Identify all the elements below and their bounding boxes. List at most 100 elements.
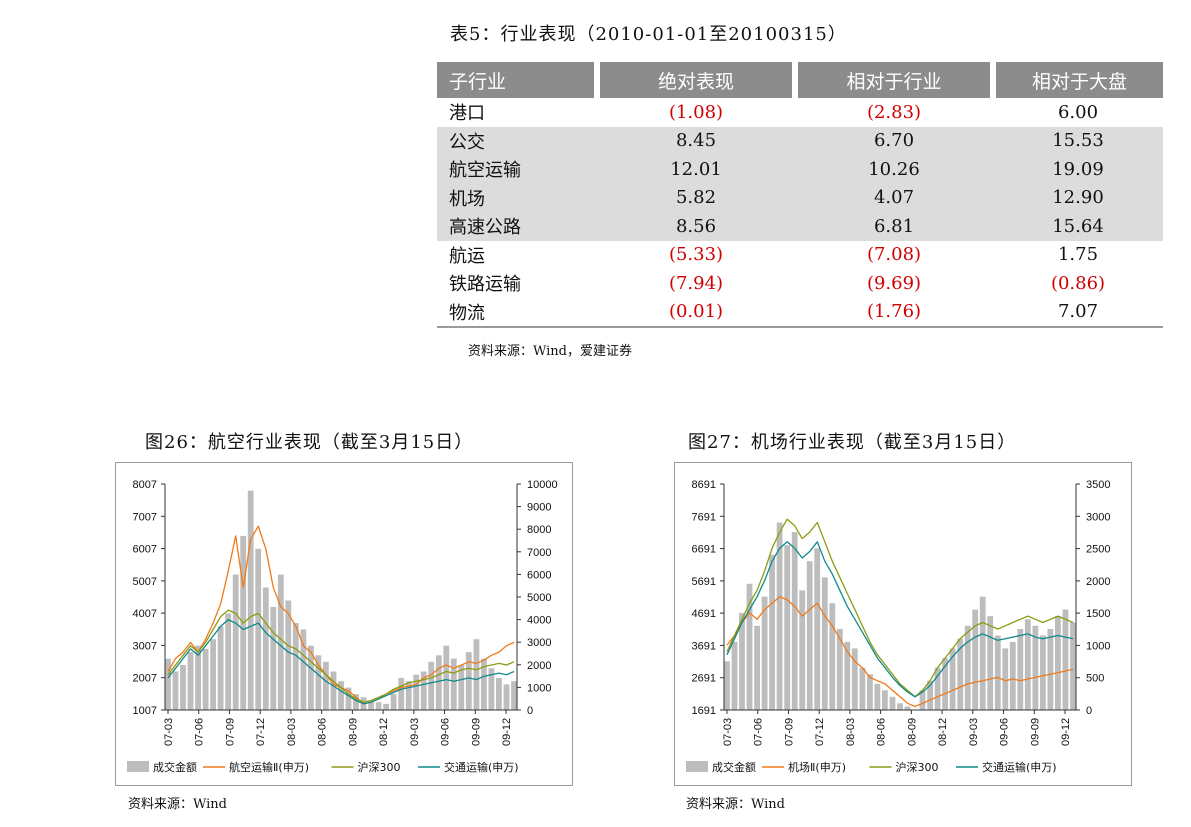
volume-bar	[262, 587, 269, 710]
volume-bar	[784, 545, 791, 710]
volume-bar	[1017, 629, 1024, 710]
volume-bar	[934, 667, 941, 710]
value-cell: 12.90	[993, 183, 1163, 212]
value-cell: 5.82	[597, 183, 795, 212]
volume-bar	[1009, 641, 1016, 710]
volume-bar	[994, 635, 1001, 710]
left-tick-label: 3007	[133, 640, 157, 652]
volume-bar	[255, 548, 262, 710]
right-tick-label: 500	[1086, 673, 1104, 685]
volume-bar	[1032, 625, 1039, 710]
value-cell: (1.08)	[668, 101, 724, 123]
right-tick-label: 3000	[527, 637, 551, 649]
value-cell: (2.83)	[866, 101, 922, 123]
x-tick-label: 08-09	[347, 718, 359, 746]
value-cell: 8.56	[597, 212, 795, 241]
volume-bar	[1062, 609, 1069, 710]
left-tick-label: 8007	[133, 479, 157, 491]
value-cell: 6.00	[1057, 101, 1099, 123]
row-name-cell: 铁路运输	[449, 274, 521, 296]
right-tick-label: 2000	[1086, 576, 1110, 588]
left-tick-label: 3691	[692, 640, 716, 652]
volume-bar	[210, 639, 216, 710]
left-tick-label: 6007	[133, 544, 157, 556]
left-tick-label: 4691	[692, 608, 716, 620]
volume-bar	[964, 625, 971, 710]
volume-bar	[739, 612, 745, 710]
volume-bar	[987, 616, 994, 710]
volume-bar	[503, 684, 510, 710]
left-tick-label: 5007	[133, 576, 157, 588]
header-subindustry: 子行业	[437, 62, 600, 98]
table5-title: 表5：行业表现（2010-01-01至20100315）	[450, 24, 847, 45]
x-tick-label: 09-03	[968, 718, 980, 746]
legend-label: 沪深300	[896, 760, 939, 774]
series-line	[726, 541, 1074, 698]
x-tick-label: 08-06	[317, 718, 329, 746]
table-row: 港口 (1.08) (2.83) 6.00	[437, 98, 1163, 127]
volume-bar	[383, 703, 389, 710]
right-tick-label: 10000	[527, 479, 558, 491]
right-tick-label: 3500	[1086, 479, 1110, 491]
volume-bar	[285, 600, 292, 710]
value-cell: 10.26	[795, 155, 993, 184]
value-cell: 19.09	[993, 155, 1163, 184]
legend-label: 成交金额	[712, 760, 756, 774]
x-tick-label: 08-09	[906, 718, 918, 746]
volume-bar	[897, 703, 903, 710]
volume-bar	[172, 671, 179, 710]
left-tick-label: 7007	[133, 511, 157, 523]
table-row: 物流 (0.01) (1.76) 7.07	[437, 297, 1163, 328]
volume-bar	[315, 655, 322, 710]
series-line	[726, 596, 1074, 708]
right-tick-label: 6000	[527, 569, 551, 581]
legend-swatch-volume	[127, 761, 149, 772]
volume-bar	[496, 677, 502, 710]
volume-bar	[338, 681, 344, 710]
legend-label: 成交金额	[153, 760, 197, 774]
x-tick-label: 09-06	[999, 718, 1011, 746]
volume-bar	[889, 696, 896, 710]
volume-bar	[225, 613, 232, 710]
chart-frame	[115, 462, 573, 786]
volume-bar	[799, 590, 806, 710]
fig26-title: 图26：航空行业表现（截至3月15日）	[145, 432, 474, 453]
series-line	[167, 619, 515, 705]
volume-bar	[481, 658, 487, 710]
legend-label: 机场Ⅱ(申万)	[788, 760, 846, 774]
row-name-cell: 物流	[437, 297, 597, 328]
volume-bar	[247, 490, 254, 710]
volume-bar	[323, 661, 329, 710]
volume-bar	[277, 574, 284, 710]
volume-bar	[308, 645, 314, 710]
right-tick-label: 2000	[527, 660, 551, 672]
x-tick-label: 09-06	[440, 718, 452, 746]
value-cell: (7.08)	[866, 244, 922, 266]
x-tick-label: 09-12	[501, 718, 513, 746]
volume-bar	[769, 554, 775, 710]
volume-bar	[874, 683, 881, 710]
right-tick-label: 7000	[527, 547, 551, 559]
value-cell: 7.07	[993, 297, 1163, 328]
volume-bar	[270, 606, 277, 710]
value-cell: (0.01)	[597, 297, 795, 328]
right-tick-label: 3000	[1086, 511, 1110, 523]
volume-bar	[791, 532, 798, 710]
volume-bar	[353, 694, 359, 710]
x-tick-label: 09-03	[409, 718, 421, 746]
header-relative-market: 相对于大盘	[993, 62, 1163, 98]
table-body: 港口 (1.08) (2.83) 6.00 公交 8.45 6.70 15.53 航空运输 12.…	[437, 98, 1163, 328]
volume-bar	[972, 609, 979, 710]
value-cell: 8.45	[597, 126, 795, 155]
value-cell: 6.81	[795, 212, 993, 241]
x-tick-label: 07-09	[783, 718, 795, 746]
x-tick-label: 07-12	[255, 718, 267, 746]
volume-bar	[761, 596, 768, 710]
industry-performance-table: 子行业 绝对表现 相对于行业 相对于大盘 港口 (1.08) (2.83) 6.00 公…	[437, 62, 1163, 328]
row-name-cell: 机场	[437, 183, 597, 212]
left-tick-label: 7691	[692, 511, 716, 523]
value-cell: (1.76)	[795, 297, 993, 328]
x-tick-label: 07-03	[163, 718, 175, 746]
volume-bar	[435, 655, 442, 710]
volume-bar	[746, 583, 753, 710]
